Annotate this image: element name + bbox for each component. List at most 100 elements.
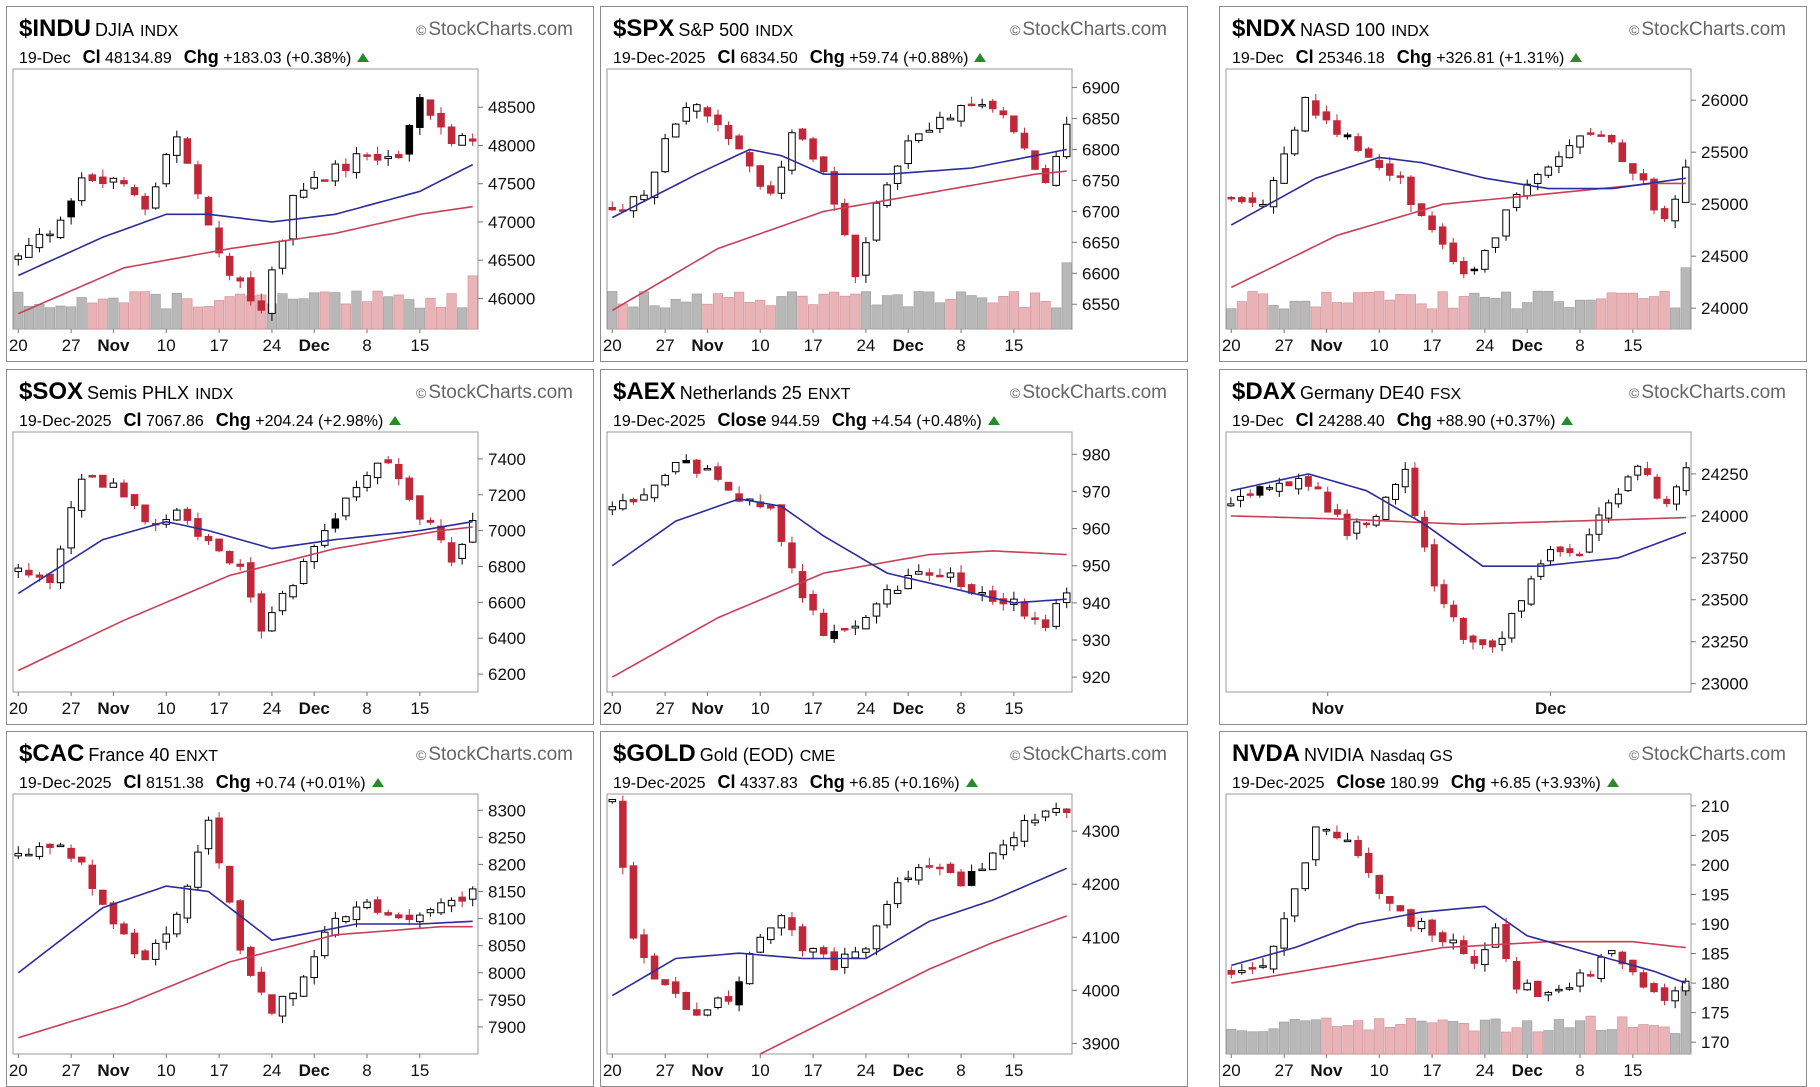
candle-body[interactable] bbox=[851, 234, 860, 278]
candle-body[interactable] bbox=[1576, 135, 1584, 148]
candle-body[interactable] bbox=[809, 138, 817, 160]
candle-body[interactable] bbox=[363, 475, 371, 488]
candle-body[interactable] bbox=[215, 227, 223, 254]
candle-body[interactable] bbox=[1052, 603, 1060, 627]
candle-body[interactable] bbox=[978, 868, 986, 872]
candle-body[interactable] bbox=[77, 856, 86, 863]
candle-body[interactable] bbox=[1407, 909, 1415, 927]
candle-body[interactable] bbox=[141, 195, 149, 210]
candle-body[interactable] bbox=[88, 864, 97, 889]
candle-body[interactable] bbox=[458, 135, 466, 146]
candle-body[interactable] bbox=[1375, 159, 1384, 168]
candle-body[interactable] bbox=[819, 156, 828, 173]
candle-body[interactable] bbox=[904, 140, 912, 165]
candle-body[interactable] bbox=[194, 851, 202, 888]
candle-body[interactable] bbox=[703, 107, 712, 117]
candle-body[interactable] bbox=[320, 530, 329, 546]
candle-body[interactable] bbox=[1246, 493, 1254, 496]
candle-body[interactable] bbox=[1547, 549, 1555, 562]
candle-body[interactable] bbox=[767, 505, 775, 509]
candle-body[interactable] bbox=[1585, 534, 1593, 553]
candle-body[interactable] bbox=[1052, 155, 1060, 186]
candle-body[interactable] bbox=[745, 152, 754, 167]
candle-body[interactable] bbox=[640, 194, 648, 201]
candle-body[interactable] bbox=[342, 916, 350, 923]
candle-body[interactable] bbox=[936, 866, 944, 870]
chart-panel[interactable]: $SPX S&P 500 INDX © StockCharts.com 19-Dec-20… bbox=[600, 6, 1188, 362]
candle-body[interactable] bbox=[1020, 601, 1029, 617]
candle-body[interactable] bbox=[46, 573, 54, 584]
candle-body[interactable] bbox=[640, 934, 648, 959]
candle-body[interactable] bbox=[204, 536, 213, 542]
candle-body[interactable] bbox=[1407, 176, 1415, 205]
candle-body[interactable] bbox=[629, 498, 638, 503]
candle-body[interactable] bbox=[14, 255, 23, 260]
candle-body[interactable] bbox=[310, 956, 318, 979]
candle-body[interactable] bbox=[1650, 178, 1658, 211]
candle-body[interactable] bbox=[1392, 483, 1400, 500]
candle-body[interactable] bbox=[1544, 166, 1553, 176]
candle-body[interactable] bbox=[173, 509, 181, 521]
candle-body[interactable] bbox=[1438, 226, 1447, 245]
candle-body[interactable] bbox=[1639, 173, 1648, 181]
candle-body[interactable] bbox=[819, 612, 828, 636]
candle-body[interactable] bbox=[830, 951, 838, 971]
price-chart[interactable]: 6550 6600 6650 6700 6750 6800 6850 6900 20 27 Nov 1… bbox=[601, 7, 1188, 362]
candle-body[interactable] bbox=[1523, 982, 1531, 991]
chart-panel[interactable]: $GOLD Gold (EOD) CME © StockCharts.com 19-Dec… bbox=[600, 731, 1188, 1087]
candle-body[interactable] bbox=[278, 240, 287, 269]
candle-body[interactable] bbox=[1682, 467, 1690, 492]
candle-body[interactable] bbox=[426, 99, 435, 116]
candle-body[interactable] bbox=[447, 126, 456, 145]
candle-body[interactable] bbox=[1354, 839, 1362, 857]
candle-body[interactable] bbox=[767, 927, 775, 941]
candle-body[interactable] bbox=[1324, 491, 1332, 513]
candle-body[interactable] bbox=[99, 176, 107, 185]
candle-body[interactable] bbox=[872, 925, 881, 950]
candle-body[interactable] bbox=[236, 563, 244, 567]
candle-body[interactable] bbox=[936, 574, 944, 578]
candle-body[interactable] bbox=[458, 896, 466, 902]
candle-body[interactable] bbox=[988, 590, 997, 602]
candle-body[interactable] bbox=[819, 947, 828, 955]
candle-body[interactable] bbox=[724, 125, 733, 140]
candle-body[interactable] bbox=[1624, 476, 1632, 492]
chart-panel[interactable]: $INDU DJIA INDX © StockCharts.com 19-Dec Cl 48… bbox=[6, 6, 594, 362]
candle-body[interactable] bbox=[299, 976, 308, 997]
candle-body[interactable] bbox=[946, 117, 955, 121]
candle-body[interactable] bbox=[278, 592, 287, 612]
candle-body[interactable] bbox=[1488, 640, 1496, 648]
candle-body[interactable] bbox=[745, 953, 754, 985]
candle-body[interactable] bbox=[289, 992, 297, 1000]
candle-body[interactable] bbox=[1607, 950, 1616, 955]
candle-body[interactable] bbox=[56, 219, 65, 239]
candle-body[interactable] bbox=[1517, 600, 1525, 612]
candle-body[interactable] bbox=[830, 630, 838, 640]
candle-body[interactable] bbox=[35, 574, 44, 578]
candle-body[interactable] bbox=[851, 951, 860, 959]
candle-body[interactable] bbox=[1227, 969, 1236, 975]
candle-body[interactable] bbox=[661, 979, 669, 986]
candle-body[interactable] bbox=[1512, 960, 1521, 990]
candle-body[interactable] bbox=[1544, 991, 1553, 996]
candle-body[interactable] bbox=[671, 123, 680, 138]
candle-body[interactable] bbox=[14, 567, 23, 573]
chart-panel[interactable]: NVDA NVIDIA Nasdaq GS © StockCharts.com 19-De… bbox=[1219, 731, 1807, 1087]
candle-body[interactable] bbox=[99, 474, 107, 488]
candle-body[interactable] bbox=[1650, 983, 1658, 993]
candle-body[interactable] bbox=[883, 184, 891, 206]
candle-body[interactable] bbox=[405, 125, 414, 155]
candle-body[interactable] bbox=[1031, 617, 1039, 620]
candle-body[interactable] bbox=[1314, 486, 1322, 490]
candle-body[interactable] bbox=[1280, 918, 1288, 949]
candle-body[interactable] bbox=[957, 572, 965, 588]
candle-body[interactable] bbox=[1605, 502, 1613, 519]
ticker-symbol[interactable]: $AEX bbox=[613, 378, 676, 405]
candle-body[interactable] bbox=[1052, 808, 1060, 813]
candle-body[interactable] bbox=[1533, 980, 1542, 998]
candle-body[interactable] bbox=[67, 200, 75, 218]
candle-body[interactable] bbox=[1481, 949, 1489, 966]
candle-body[interactable] bbox=[703, 1009, 712, 1016]
candle-body[interactable] bbox=[1479, 639, 1487, 646]
candle-body[interactable] bbox=[109, 482, 118, 488]
